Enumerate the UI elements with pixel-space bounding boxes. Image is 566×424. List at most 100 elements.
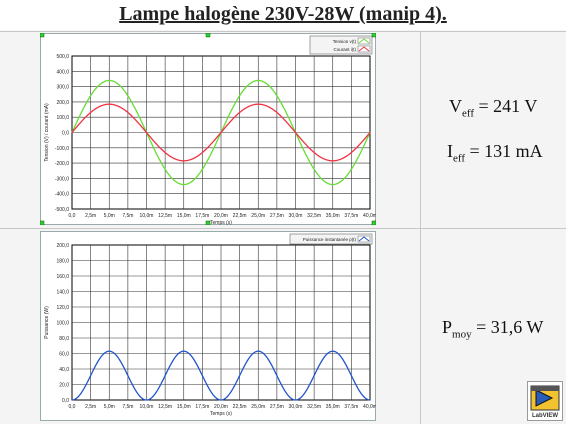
pmoy-value: = 31,6 W: [471, 317, 544, 337]
x-tick-label: 37,5m: [344, 213, 358, 219]
x-tick-label: 5,0m: [104, 404, 115, 410]
x-axis-label: Temps (s): [210, 411, 232, 417]
x-tick-label: 25,0m: [251, 404, 265, 410]
x-tick-label: 25,0m: [251, 213, 265, 219]
series-line-1: [71, 103, 371, 162]
y-tick-label: 140,0: [56, 290, 69, 296]
voltage-current-chart: 500,0 400,0 300,0 200,0 100,0 0,0 -100,0 -200,0…: [40, 33, 376, 225]
x-tick-label: 22,5m: [233, 404, 247, 410]
y-tick-label: 100,0: [56, 115, 69, 121]
legend-entry-label: Tension v(t): [333, 39, 357, 44]
y-tick-label: 60,0: [59, 352, 69, 358]
legend-swatch-line: [358, 46, 370, 52]
pmoy-readout: Pmoy = 31,6 W: [442, 317, 543, 341]
x-tick-label: 30,0m: [289, 213, 303, 219]
power-chart: 200,0 180,0 160,0 140,0 120,0 100,0 80,0 60,0 40…: [40, 231, 376, 421]
y-tick-label: -100,0: [55, 146, 69, 152]
legend-swatch-frame: [357, 45, 371, 53]
pmoy-symbol: P: [442, 317, 453, 337]
x-tick-label: 12,5m: [158, 404, 172, 410]
selection-handle: [40, 33, 45, 38]
x-tick-label: 35,0m: [326, 404, 340, 410]
x-tick-label: 32,5m: [307, 213, 321, 219]
x-tick-label: 0,0: [69, 404, 76, 410]
ieff-value: = 131 mA: [465, 141, 543, 161]
y-tick-label: 40,0: [59, 367, 69, 373]
y-tick-label: 80,0: [59, 336, 69, 342]
x-axis-label: Temps (s): [210, 220, 232, 225]
horizontal-separator: [0, 31, 566, 32]
x-tick-label: 17,5m: [195, 213, 209, 219]
x-tick-label: 0,0: [69, 213, 76, 219]
ieff-readout: Ieff = 131 mA: [447, 141, 543, 165]
veff-symbol: V: [449, 96, 462, 116]
y-tick-label: 200,0: [56, 243, 69, 249]
y-tick-label: 160,0: [56, 274, 69, 280]
y-tick-label: -200,0: [55, 161, 69, 167]
y-tick-label: 200,0: [56, 100, 69, 106]
selection-handle: [205, 33, 211, 38]
logo-text: LabVIEW: [531, 413, 558, 419]
middle-separator: [0, 228, 566, 229]
legend-swatch-line: [358, 236, 370, 242]
series-line-0: [71, 350, 371, 401]
y-axis-label: Puissance (W): [44, 306, 50, 339]
y-tick-label: 0,0: [62, 131, 69, 137]
legend-swatch-line: [358, 38, 370, 44]
x-tick-label: 2,5m: [85, 404, 96, 410]
y-tick-label: 400,0: [56, 69, 69, 75]
x-tick-label: 20,0m: [214, 404, 228, 410]
page-title: Lampe halogène 230V-28W (manip 4).: [119, 3, 447, 25]
y-tick-label: 20,0: [59, 383, 69, 389]
y-tick-label: 0,0: [62, 398, 69, 404]
x-tick-label: 15,0m: [177, 404, 191, 410]
selection-handle: [371, 33, 376, 38]
y-tick-label: 100,0: [56, 321, 69, 327]
y-tick-label: 500,0: [56, 54, 69, 60]
x-tick-label: 7,5m: [122, 213, 133, 219]
x-tick-label: 12,5m: [158, 213, 172, 219]
y-tick-label: -300,0: [55, 176, 69, 182]
legend-box: [289, 233, 373, 245]
veff-subscript: eff: [462, 107, 475, 120]
ieff-subscript: eff: [453, 152, 466, 165]
y-tick-label: 300,0: [56, 85, 69, 91]
y-tick-label: 180,0: [56, 259, 69, 265]
legend-swatch-frame: [357, 37, 371, 45]
x-tick-label: 35,0m: [326, 213, 340, 219]
y-axis-label: Tension (V) / courant (mA): [44, 103, 50, 162]
selection-handle: [40, 220, 45, 225]
x-tick-label: 27,5m: [270, 213, 284, 219]
labview-logo: LabVIEW: [527, 381, 563, 421]
y-tick-label: 120,0: [56, 305, 69, 311]
legend-entry-label: Courant i(t): [333, 47, 356, 52]
labview-logo-icon: [530, 385, 560, 411]
x-tick-label: 15,0m: [177, 213, 191, 219]
y-tick-label: -500,0: [55, 207, 69, 213]
x-tick-label: 37,5m: [344, 404, 358, 410]
x-tick-label: 32,5m: [307, 404, 321, 410]
x-tick-label: 5,0m: [104, 213, 115, 219]
y-tick-label: -400,0: [55, 192, 69, 198]
legend-entry-label: Puissance instantanée p(t): [303, 237, 357, 242]
selection-handle: [205, 220, 211, 225]
legend-swatch-frame: [357, 235, 371, 243]
x-tick-label: 7,5m: [122, 404, 133, 410]
pmoy-subscript: moy: [452, 328, 472, 341]
x-tick-label: 20,0m: [214, 213, 228, 219]
x-tick-label: 17,5m: [195, 404, 209, 410]
vertical-separator: [420, 31, 421, 424]
veff-value: = 241 V: [474, 96, 538, 116]
title-band: [0, 0, 566, 30]
selection-handle: [371, 220, 376, 225]
x-tick-label: 30,0m: [289, 404, 303, 410]
legend-box: [309, 35, 373, 55]
x-tick-label: 22,5m: [233, 213, 247, 219]
x-tick-label: 10,0m: [140, 213, 154, 219]
x-tick-label: 27,5m: [270, 404, 284, 410]
veff-readout: Veff = 241 V: [449, 96, 537, 120]
x-tick-label: 2,5m: [85, 213, 96, 219]
x-tick-label: 40,0m: [363, 213, 376, 219]
x-tick-label: 40,0m: [363, 404, 376, 410]
x-tick-label: 10,0m: [140, 404, 154, 410]
